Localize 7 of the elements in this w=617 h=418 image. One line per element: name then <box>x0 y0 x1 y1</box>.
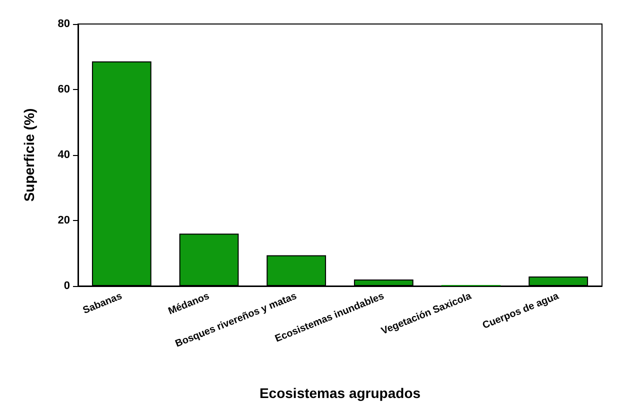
y-axis-title: Superficie (%) <box>21 108 37 202</box>
y-tick-label: 60 <box>58 84 70 96</box>
x-axis-title: Ecosistemas agrupados <box>259 385 421 401</box>
y-tick-label: 40 <box>58 149 70 161</box>
y-tick-label: 80 <box>58 18 70 30</box>
y-tick-label: 20 <box>58 214 70 226</box>
y-tick-label: 0 <box>64 280 70 292</box>
